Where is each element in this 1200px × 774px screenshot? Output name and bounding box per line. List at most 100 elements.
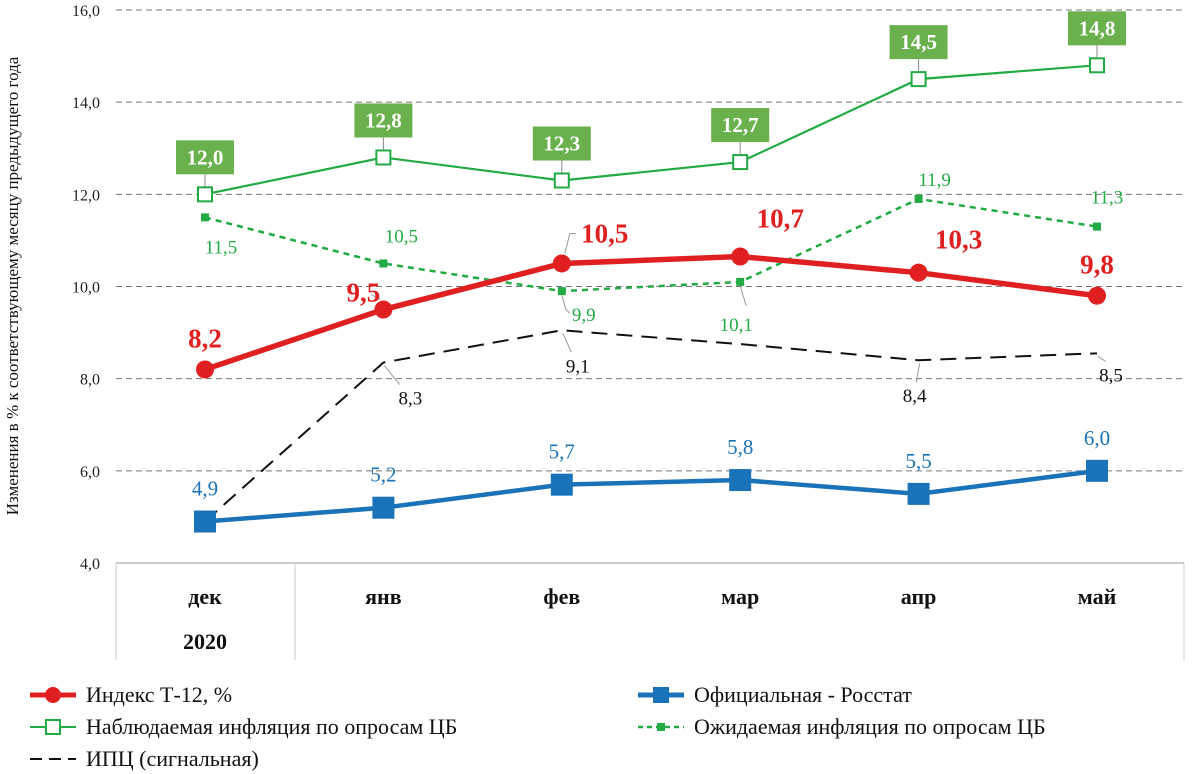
x-year-label: 2020 [183,629,227,654]
data-label-t12: 8,2 [188,323,222,353]
label-box-observed [532,126,591,161]
label-leader-cpi [384,365,400,385]
data-point-rosstat [729,469,752,492]
label-box-observed [889,25,948,60]
y-axis-label: Изменения в % к соответствующему месяцу … [3,56,22,515]
series-line-t12 [204,253,1098,373]
label-box-observed [354,103,413,138]
data-point-t12 [1088,286,1106,305]
data-point-observed [732,154,749,171]
legend-swatch-observed [30,719,76,735]
legend-item-cpi: ИПЦ (сигнальная) [28,744,259,774]
legend-item-observed: Наблюдаемая инфляция по опросам ЦБ [28,712,457,742]
y-tick-label: 10,0 [72,280,100,297]
legend-item-expected: Ожидаемая инфляция по опросам ЦБ [636,712,1046,742]
data-point-expected [736,277,745,286]
legend-label-expected: Ожидаемая инфляция по опросам ЦБ [694,714,1046,739]
data-labels: 12,0 12,8 12,3 12,7 14,5 14,8 8,2 9,5 10,5 10,7 10… [176,11,1126,501]
data-point-expected [914,194,923,203]
data-label-observed: 12,0 [187,145,224,169]
y-tick-label: 16,0 [72,3,100,20]
data-point-expected [201,213,209,222]
data-label-rosstat: 5,8 [727,435,753,459]
data-point-expected [1093,222,1101,231]
label-box-observed [1068,11,1126,46]
data-label-rosstat: 5,2 [370,463,396,487]
y-tick-label: 6,0 [80,464,100,481]
data-label-cpi: 8,5 [1099,365,1123,386]
y-tick-label: 12,0 [72,187,100,204]
x-tick-label: май [1078,584,1117,609]
data-label-observed: 12,7 [722,113,759,137]
data-point-expected [379,259,388,268]
line-chart: 4,0 6,0 8,0 10,0 12,0 14,0 16,0 дек янв фев мар апр… [3,3,1185,660]
data-label-expected: 10,1 [720,315,753,336]
data-point-rosstat [1086,459,1108,482]
data-point-t12 [552,254,571,273]
y-tick-label: 8,0 [80,372,100,389]
label-leader-t12 [371,294,381,300]
data-point-observed [197,186,213,203]
grid [116,9,1184,472]
label-leader-cpi [562,333,572,353]
legend-swatch-cpi [30,758,76,760]
data-point-t12 [196,360,214,379]
data-label-t12: 9,8 [1080,250,1114,280]
data-label-observed: 14,8 [1079,16,1116,40]
data-point-rosstat [907,482,930,505]
legend-swatch-t12 [30,687,76,703]
legend-label-observed: Наблюдаемая инфляция по опросам ЦБ [86,714,458,739]
data-label-rosstat: 5,5 [905,449,931,473]
legend: Индекс Т-12, % Официальная - Росстат Наб… [28,676,1188,772]
legend-label-t12: Индекс Т-12, % [86,682,233,707]
data-point-t12 [909,263,928,282]
data-point-observed [375,149,392,166]
data-label-t12: 10,5 [581,218,628,248]
data-label-rosstat: 4,9 [192,477,218,501]
x-tick-label: фев [543,584,580,609]
data-label-rosstat: 5,7 [549,440,575,464]
series [194,57,1108,533]
data-label-cpi: 8,4 [903,386,927,407]
x-tick-label: мар [721,584,759,609]
series-line-rosstat [204,468,1098,524]
data-point-observed [1089,57,1105,74]
data-label-cpi: 9,1 [566,356,590,377]
data-point-rosstat [194,510,216,533]
data-point-rosstat [372,496,395,519]
data-label-cpi: 8,3 [399,389,423,410]
data-label-expected: 10,5 [385,226,418,247]
data-label-expected: 9,9 [572,305,596,326]
series-line-expected [204,197,1098,293]
data-point-observed [553,172,570,189]
label-leader-expected [561,294,571,314]
data-point-t12 [374,300,393,319]
axes: 4,0 6,0 8,0 10,0 12,0 14,0 16,0 дек янв фев мар апр… [72,3,1185,660]
legend-item-rosstat: Официальная - Росстат [636,680,912,710]
x-tick-label: апр [901,584,937,609]
legend-label-rosstat: Официальная - Росстат [694,682,912,707]
data-point-t12 [731,247,750,266]
legend-item-t12: Индекс Т-12, % [28,680,232,710]
series-line-cpi [204,329,1098,523]
label-box-observed [711,108,770,143]
data-point-expected [557,287,566,296]
data-label-expected: 11,5 [205,237,238,258]
data-label-observed: 14,5 [900,30,937,54]
series-line-observed [204,64,1098,196]
data-label-observed: 12,8 [365,108,402,132]
data-label-expected: 11,3 [1091,188,1124,209]
data-label-t12: 10,7 [757,204,804,234]
x-tick-label: янв [365,584,402,609]
label-leader-cpi [915,363,921,383]
data-label-t12: 10,3 [935,225,982,255]
x-tick-label: дек [188,584,222,609]
label-leader-cpi [1097,355,1106,362]
label-leader-t12 [564,232,576,254]
data-label-t12: 9,5 [347,278,381,308]
label-box-observed [176,140,234,175]
y-tick-label: 14,0 [72,95,100,112]
label-leader-expected [739,285,747,307]
data-label-rosstat: 6,0 [1084,426,1110,450]
legend-swatch-expected [638,723,684,731]
